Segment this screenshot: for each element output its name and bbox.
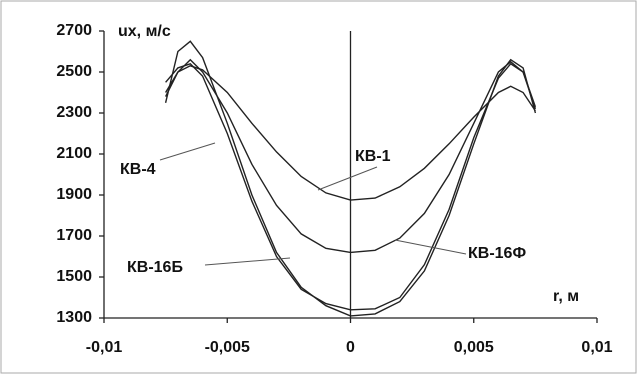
series-line xyxy=(165,62,537,311)
series-line xyxy=(164,40,537,317)
leader-line xyxy=(394,239,467,255)
series-label: КВ-16Б xyxy=(127,259,183,276)
y-tick-label: 1300 xyxy=(56,309,92,326)
x-tick-label: 0,005 xyxy=(454,339,494,356)
y-tick-label: 1500 xyxy=(56,268,92,285)
y-tick-label: 2300 xyxy=(56,104,92,121)
x-tick-label: -0,01 xyxy=(86,339,123,356)
series-line xyxy=(164,65,536,201)
y-tick-label: 1700 xyxy=(56,227,92,244)
x-tick-label: -0,005 xyxy=(205,339,250,356)
y-tick-label: 2500 xyxy=(56,63,92,80)
series-label: КВ-1 xyxy=(355,148,391,165)
y-tick-label: 1900 xyxy=(56,186,92,203)
leader-line xyxy=(317,166,378,191)
leader-line xyxy=(159,142,216,161)
y-axis-label: ux, м/с xyxy=(118,23,171,40)
y-tick-label: 2700 xyxy=(56,22,92,39)
series-line xyxy=(164,58,537,254)
x-tick-label: 0,01 xyxy=(581,339,612,356)
leader-line xyxy=(204,257,291,266)
x-tick-label: 0 xyxy=(346,339,355,356)
series-label: КВ-4 xyxy=(120,161,156,178)
x-axis-label: r, м xyxy=(553,288,579,305)
series-label: КВ-16Ф xyxy=(468,245,526,262)
y-tick-label: 2100 xyxy=(56,145,92,162)
